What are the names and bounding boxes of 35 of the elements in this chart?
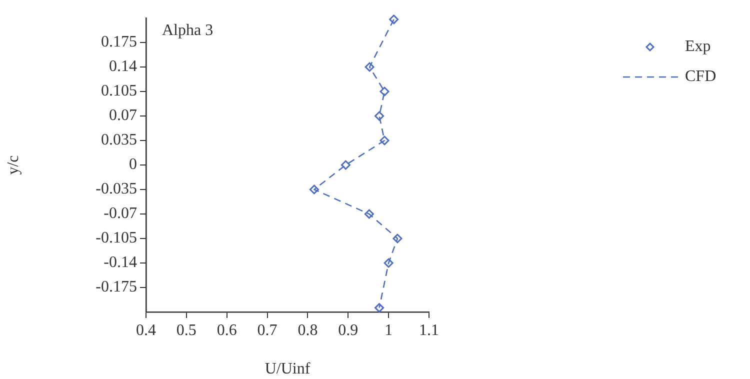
point — [309, 184, 319, 194]
point — [384, 258, 394, 268]
x-tick-label: 0.9 — [338, 322, 358, 339]
point — [364, 62, 374, 72]
y-tick-label: 0 — [129, 156, 137, 174]
y-tick-label: -0.105 — [96, 230, 137, 247]
x-tick-label: 1.1 — [419, 322, 439, 339]
x-tick-label: 0.7 — [257, 322, 278, 339]
point — [392, 234, 402, 244]
y-tick-label: -0.14 — [104, 254, 137, 272]
y-tick-label: -0.035 — [96, 180, 137, 198]
point — [380, 86, 390, 96]
y-tick-label: 0.175 — [101, 34, 137, 51]
point — [380, 136, 390, 146]
x-tick-label: 0.6 — [216, 322, 237, 339]
x-axis-title: U/Uinf — [264, 360, 311, 378]
y-tick-label: 0.035 — [101, 132, 137, 149]
y-tick-label: 0.07 — [109, 107, 137, 124]
point — [340, 160, 350, 170]
y-tick-label: -0.175 — [96, 278, 137, 296]
y-axis-title: y/c — [4, 155, 22, 175]
legend-label: Exp — [685, 38, 711, 56]
annotation: Alpha 3 — [162, 22, 214, 40]
point — [364, 209, 374, 219]
x-tick-label: 0.4 — [136, 322, 156, 339]
point — [389, 14, 399, 24]
point — [374, 303, 384, 313]
y-tick-label: -0.07 — [104, 205, 137, 222]
x-tick-label: 0.5 — [176, 322, 196, 339]
point — [374, 111, 384, 121]
x-tick-label: 0.8 — [298, 322, 318, 339]
y-tick-label: 0.14 — [109, 58, 137, 76]
y-tick-label: 0.105 — [101, 82, 137, 100]
legend-label: CFD — [685, 68, 716, 86]
x-tick-label: 1 — [384, 322, 393, 339]
